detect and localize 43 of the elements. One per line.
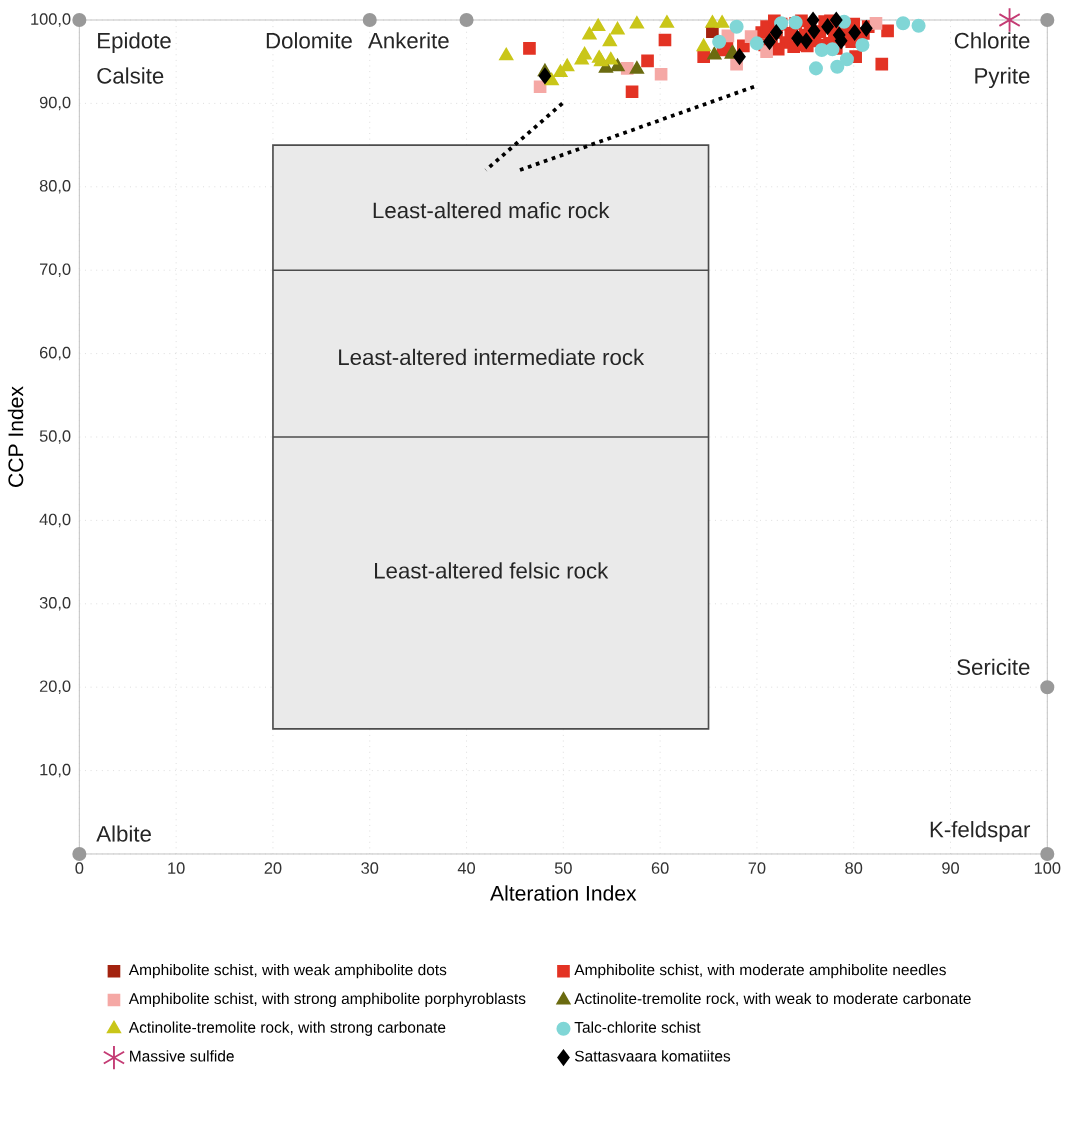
- annotation: Sericite: [957, 658, 1030, 675]
- x-tick-label: 10: [168, 862, 185, 874]
- y-tick-label: 70,0: [39, 263, 71, 277]
- annotation: Least-altered felsic rock: [374, 562, 609, 579]
- annotation: Albite: [96, 825, 151, 842]
- x-tick-label: 50: [554, 862, 572, 874]
- annotation: Epidote: [97, 32, 171, 53]
- x-tick-label: 30: [361, 862, 379, 874]
- x-tick-label: 70: [748, 862, 766, 874]
- legend-label: Amphibolite schist, with weak amphibolite dots: [128, 963, 447, 979]
- y-tick-label: 90,0: [39, 96, 71, 111]
- y-axis-title: CCP Index: [7, 386, 24, 487]
- x-tick-label: 100: [1034, 862, 1061, 874]
- legend-label: Sattasvaara komatiites: [574, 1050, 730, 1062]
- y-tick-label: 40,0: [39, 513, 71, 528]
- annotation: Dolomite: [266, 32, 352, 49]
- legend-label: Talc-chlorite schist: [574, 1021, 701, 1033]
- y-tick-label: 80,0: [39, 180, 71, 194]
- y-tick-label: 20,0: [39, 680, 71, 694]
- x-tick-label: 40: [457, 862, 475, 874]
- legend-label: Actinolite-tremolite rock, with weak to moderate carbonate: [574, 992, 971, 1006]
- x-tick-label: 90: [942, 862, 959, 874]
- y-tick-label: 60,0: [39, 346, 71, 361]
- y-tick-label: 50,0: [39, 430, 71, 444]
- y-tick-label: 30,0: [39, 597, 71, 611]
- legend-label: Actinolite-tremolite rock, with strong carbonate: [128, 1021, 446, 1036]
- legend-label: Massive sulfide: [129, 1050, 234, 1062]
- annotation: Ankerite: [367, 32, 449, 49]
- annotation: Pyrite: [975, 67, 1030, 89]
- x-axis-title: Alteration Index: [489, 885, 637, 901]
- y-tick-label: 100,0: [31, 13, 71, 27]
- annotation: Chlorite: [954, 32, 1030, 49]
- legend-label: Amphibolite schist, with moderate amphibolite needles: [574, 963, 946, 979]
- annotation: Least-altered mafic rock: [373, 201, 610, 219]
- x-tick-label: 60: [651, 862, 669, 874]
- annotation: K-feldspar: [930, 821, 1030, 842]
- x-tick-label: 80: [845, 862, 863, 874]
- annotation: Least-altered intermediate rock: [338, 348, 645, 366]
- legend-label: Amphibolite schist, with strong amphibolite porphyroblasts: [128, 992, 526, 1008]
- annotation: Calsite: [97, 67, 164, 84]
- x-tick-label: 0: [75, 862, 84, 874]
- y-tick-label: 10,0: [40, 763, 71, 778]
- x-tick-label: 20: [264, 862, 282, 874]
